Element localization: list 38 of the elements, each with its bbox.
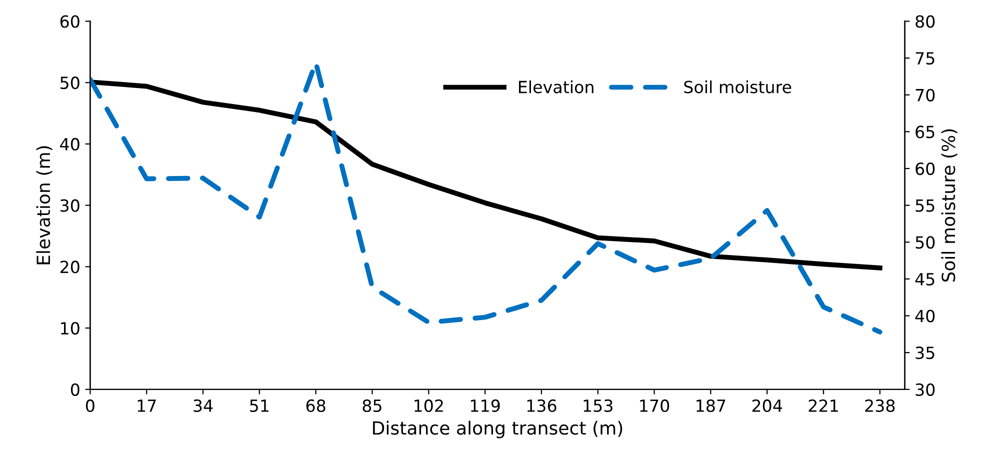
y2-tick-label: 45 bbox=[915, 273, 934, 286]
y-axis-title: Elevation (m) bbox=[36, 146, 52, 264]
y2-axis-title: Soil moisture (%) bbox=[941, 129, 958, 282]
y2-tick-label: 65 bbox=[916, 126, 934, 138]
y2-tick-label: 40 bbox=[915, 310, 935, 322]
y-tick-label: 40 bbox=[60, 138, 80, 151]
x-tick-label: 187 bbox=[696, 399, 726, 412]
y-tick-label: 30 bbox=[60, 199, 80, 212]
y2-tick-label: 80 bbox=[916, 15, 935, 28]
y2-tick-label: 50 bbox=[916, 236, 935, 249]
x-tick-label: 17 bbox=[138, 400, 156, 412]
y-tick-label: 0 bbox=[70, 383, 80, 396]
y2-tick-label: 70 bbox=[916, 88, 935, 102]
x-tick-label: 204 bbox=[752, 399, 782, 412]
x-tick-label: 68 bbox=[306, 399, 326, 412]
y-tick-label: 50 bbox=[60, 76, 80, 90]
y2-tick-label: 55 bbox=[916, 200, 934, 212]
x-axis-title: Distance along transect (m) bbox=[373, 420, 622, 438]
x-tick-label: 102 bbox=[414, 399, 443, 412]
x-tick-label: 153 bbox=[584, 399, 612, 412]
y2-tick-label: 30 bbox=[916, 383, 935, 396]
legend-label: Elevation bbox=[519, 80, 594, 94]
x-tick-label: 85 bbox=[362, 399, 382, 412]
y2-tick-label: 60 bbox=[916, 162, 935, 176]
y-tick-label: 60 bbox=[60, 15, 80, 28]
legend-label: Soil moisture bbox=[684, 80, 792, 94]
y-tick-label: 20 bbox=[60, 260, 80, 274]
x-tick-label: 170 bbox=[640, 399, 670, 412]
y2-tick-label: 75 bbox=[916, 52, 934, 65]
x-tick-label: 51 bbox=[250, 400, 268, 412]
y-tick-label: 10 bbox=[61, 322, 80, 335]
x-tick-label: 34 bbox=[194, 399, 213, 412]
x-tick-label: 0 bbox=[86, 399, 94, 412]
y2-tick-label: 35 bbox=[916, 346, 934, 360]
x-tick-label: 238 bbox=[865, 399, 895, 412]
x-tick-label: 221 bbox=[808, 399, 838, 412]
x-tick-label: 119 bbox=[470, 399, 500, 412]
x-tick-label: 136 bbox=[527, 399, 556, 412]
